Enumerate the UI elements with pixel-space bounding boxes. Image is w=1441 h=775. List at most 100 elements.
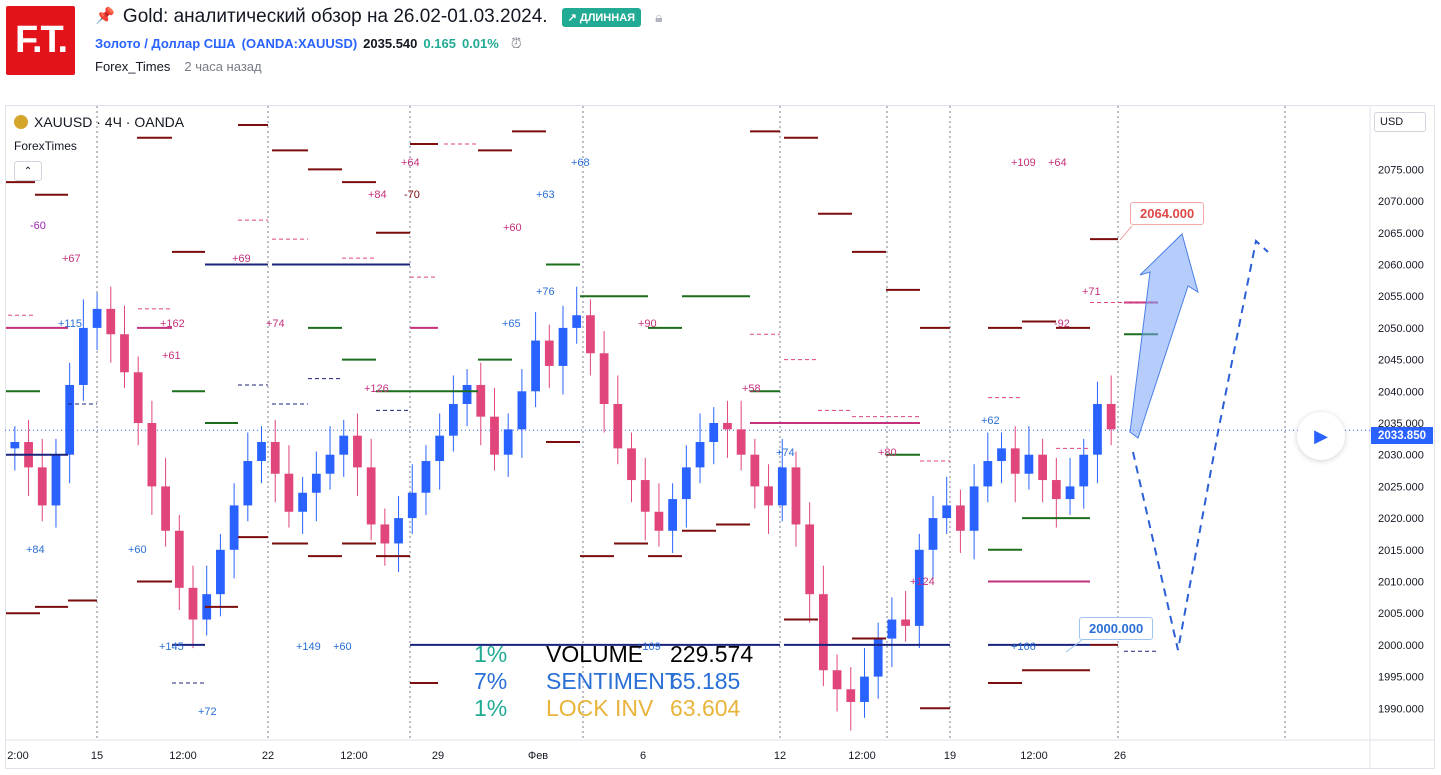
stat-row: 1% VOLUME 229.574 [470, 641, 753, 668]
candle-body [65, 384, 75, 455]
candle-body [969, 486, 979, 531]
stat-label: SENTIMENT [546, 668, 679, 694]
alarm-clock-icon[interactable]: ⏰︎ [510, 35, 522, 51]
forex-times-logo[interactable]: F.T. [6, 6, 75, 75]
stat-value: 65.185 [670, 668, 741, 694]
candle-body [627, 448, 636, 481]
currency-button[interactable]: USD [1374, 112, 1426, 132]
stat-value: 63.604 [670, 695, 741, 721]
chart-legend[interactable]: XAUUSD · 4Ч · OANDA [14, 114, 184, 130]
stat-percent: 1% [474, 641, 508, 667]
stat-label: LOCK INV [546, 695, 654, 721]
pin-icon: 📌 [95, 8, 115, 25]
candle-body [257, 442, 266, 462]
candle-body [407, 492, 417, 519]
candle-body [572, 315, 582, 328]
candle-body [764, 486, 773, 506]
indicator-value-label: +58 [742, 383, 761, 395]
candle-body [695, 442, 705, 468]
indicator-value-label: +71 [1082, 286, 1101, 298]
candle-body [78, 327, 88, 385]
time-tick-label: 2:00 [7, 750, 28, 762]
indicator-label[interactable]: ForexTimes [14, 139, 77, 153]
price-tick-label: 2005.000 [1378, 608, 1424, 620]
publish-time: 2 часа назад [184, 59, 262, 74]
symbol-code-link[interactable]: (OANDA:XAUUSD) [241, 36, 358, 51]
candle-body [517, 391, 527, 430]
target-low-callout[interactable]: 2000.000 [1079, 617, 1154, 640]
indicator-value-label: +74 [266, 318, 285, 330]
candle-body [544, 340, 554, 366]
symbol-change: 0.165 [423, 36, 456, 51]
candle-body [353, 435, 362, 468]
stat-label: VOLUME [546, 641, 644, 667]
indicator-value-label: +162 [160, 318, 185, 330]
author-link[interactable]: Forex_Times [95, 59, 171, 74]
price-tick-label: 2075.000 [1378, 164, 1424, 176]
forecast-path-line [1132, 239, 1269, 651]
candle-body [668, 499, 678, 531]
play-replay-button[interactable]: ▶ [1297, 412, 1345, 460]
lock-icon: 🔒︎ [655, 8, 663, 25]
candle-body [805, 524, 815, 595]
indicator-value-label: +84 [368, 189, 387, 201]
symbol-name-link[interactable]: Золото / Доллар США [95, 36, 236, 51]
stat-row: 7% SENTIMENT 65.185 [470, 668, 753, 695]
candle-body [832, 670, 842, 690]
candle-body [1093, 403, 1102, 455]
candle-body [311, 473, 321, 493]
price-tick-label: 1995.000 [1378, 672, 1424, 684]
candle-body [613, 403, 623, 449]
candle-body [339, 435, 349, 455]
candle-body [490, 416, 499, 455]
price-tick-label: 2025.000 [1378, 481, 1424, 493]
candle-body [983, 461, 993, 487]
candle-body [709, 423, 719, 443]
candle-body [942, 505, 952, 519]
candle-body [531, 340, 540, 392]
candle-body [1051, 480, 1061, 500]
indicator-value-label: +74 [776, 447, 795, 459]
indicator-value-label: +62 [981, 415, 1000, 427]
candle-body [394, 518, 403, 544]
candle-body [284, 473, 294, 512]
candle-body [161, 486, 170, 531]
time-tick-label: 12:00 [340, 750, 368, 762]
stat-percent: 7% [474, 668, 508, 694]
indicator-value-label: +68 [571, 157, 590, 169]
chart-symbol-label: XAUUSD · 4Ч · OANDA [34, 114, 185, 130]
indicator-value-label: +115 [58, 318, 82, 330]
candle-body [147, 423, 157, 487]
time-tick-label: 15 [91, 750, 103, 762]
indicator-value-label: +67 [62, 253, 81, 265]
current-price-tag: 2033.850 [1371, 427, 1433, 444]
chart-area[interactable] [5, 105, 1435, 769]
time-tick-label: 12:00 [169, 750, 197, 762]
indicator-value-label: +63 [536, 189, 555, 201]
candle-body [106, 308, 116, 335]
candle-body [873, 638, 883, 677]
indicator-value-label: +65 [502, 318, 521, 330]
candle-body [818, 594, 828, 671]
candle-body [421, 461, 431, 493]
candle-body [298, 492, 308, 512]
collapse-legend-button[interactable]: ⌃ [14, 161, 42, 181]
stat-value: 229.574 [670, 641, 754, 667]
price-tick-label: 2040.000 [1378, 386, 1424, 398]
long-badge[interactable]: ↗ ДЛИННАЯ [561, 7, 642, 27]
price-tick-label: 2050.000 [1378, 323, 1424, 335]
upward-forecast-arrow [1129, 233, 1199, 439]
stat-percent: 1% [474, 695, 508, 721]
candle-body [229, 505, 239, 550]
time-tick-label: 26 [1114, 750, 1126, 762]
author-row: Forex_Times 2 часа назад [95, 59, 262, 74]
symbol-row: Золото / Доллар США (OANDA:XAUUSD) 2035.… [95, 35, 522, 52]
indicator-value-label: +64 [1048, 157, 1067, 169]
indicator-value-label: -92 [1054, 318, 1070, 330]
target-high-callout[interactable]: 2064.000 [1130, 202, 1205, 225]
candle-body [243, 461, 253, 506]
indicator-stats: 1% VOLUME 229.574 7% SENTIMENT 65.185 1% LOCK I… [470, 641, 753, 722]
price-tick-label: 1990.000 [1378, 703, 1424, 715]
gold-symbol-icon [14, 115, 28, 129]
